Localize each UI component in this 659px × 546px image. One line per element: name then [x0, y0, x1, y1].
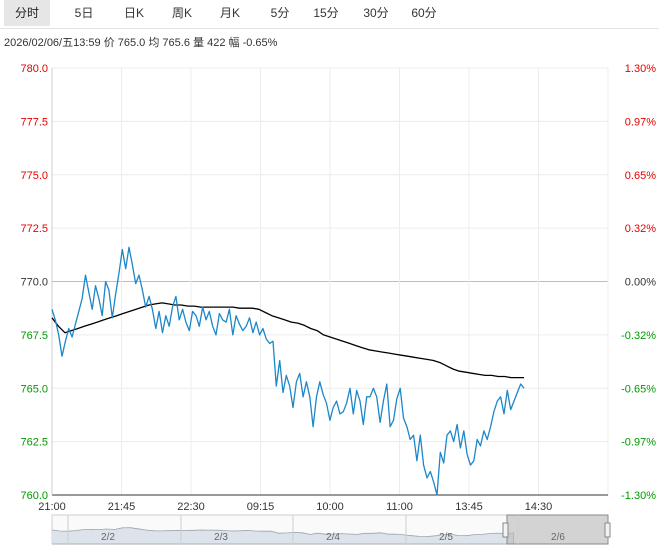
y-tick-label-left: 770.0: [20, 277, 48, 289]
x-tick-label: 09:15: [247, 501, 275, 513]
tab-5min[interactable]: 5分: [270, 6, 290, 20]
x-tick-label: 14:30: [525, 501, 553, 513]
intraday-chart: 780.0 1.30% 777.5 0.97% 775.0 0.65% 772.5 0.32%…: [20, 63, 656, 545]
y-tick-label-right: -1.30%: [621, 490, 656, 502]
x-tick-label: 21:45: [108, 501, 136, 513]
x-tick-label: 21:00: [38, 501, 66, 513]
navigator-handle-right: [604, 522, 611, 538]
x-tick-label: 13:45: [455, 501, 483, 513]
y-tick-label-left: 775.0: [20, 170, 48, 182]
y-tick-label-right: -0.97%: [621, 437, 656, 449]
x-tick-label: 11:00: [386, 501, 413, 513]
change-value: -0.65%: [242, 37, 278, 49]
y-tick-label-left: 767.5: [20, 330, 48, 342]
period-tab-bar: 分时 5日 日K 周K 月K 5分 15分 30分 60分: [0, 0, 659, 29]
y-tick-label-right: 0.32%: [625, 223, 656, 235]
y-tick-label-right: -0.65%: [621, 383, 656, 395]
y-tick-label-left: 760.0: [20, 490, 48, 502]
y-tick-label-right: 0.00%: [625, 277, 656, 289]
quote-info-bar: 2026/02/06/五13:59 价 765.0 均 765.6 量 422 …: [4, 34, 277, 50]
price-value: 765.0: [117, 37, 146, 49]
avg-label: 均: [148, 37, 160, 49]
tab-monthly-k[interactable]: 月K: [219, 6, 240, 20]
y-tick-label-left: 780.0: [20, 63, 48, 75]
y-tick-label-left: 772.5: [20, 223, 48, 235]
x-tick-label: 22:30: [177, 501, 205, 513]
y-tick-label-left: 762.5: [20, 437, 48, 449]
tab-30min[interactable]: 30分: [363, 6, 389, 20]
tab-15min[interactable]: 15分: [313, 6, 339, 20]
price-label: 价: [103, 37, 115, 49]
navigator-day-label: 2/4: [326, 532, 340, 543]
tab-intraday[interactable]: 分时: [4, 0, 50, 26]
volume-value: 422: [207, 37, 226, 49]
change-label: 幅: [228, 37, 240, 49]
tab-60min[interactable]: 60分: [411, 6, 437, 20]
tab-5day[interactable]: 5日: [74, 6, 94, 20]
y-tick-label-right: -0.32%: [621, 330, 656, 342]
tab-weekly-k[interactable]: 周K: [171, 6, 192, 20]
navigator-area: [51, 527, 514, 545]
y-tick-label-left: 765.0: [20, 383, 48, 395]
volume-label: 量: [193, 37, 205, 49]
navigator-selection: [506, 514, 609, 545]
quote-datetime: 2026/02/06/五13:59: [4, 37, 101, 49]
navigator-day-label: 2/2: [101, 532, 115, 543]
navigator-day-label: 2/5: [439, 532, 453, 543]
navigator-day-label: 2/3: [214, 532, 228, 543]
y-tick-label-right: 0.65%: [625, 170, 656, 182]
y-tick-label-left: 777.5: [20, 116, 48, 128]
navigator-day-label: 2/6: [551, 532, 565, 543]
average-price-line: [51, 302, 524, 379]
y-tick-label-right: 1.30%: [625, 63, 656, 75]
tab-daily-k[interactable]: 日K: [123, 6, 144, 20]
avg-value: 765.6: [162, 37, 190, 49]
navigator-handle-left: [502, 522, 509, 538]
price-line: [51, 246, 525, 496]
x-tick-label: 10:00: [316, 501, 344, 513]
y-tick-label-right: 0.97%: [625, 116, 656, 128]
